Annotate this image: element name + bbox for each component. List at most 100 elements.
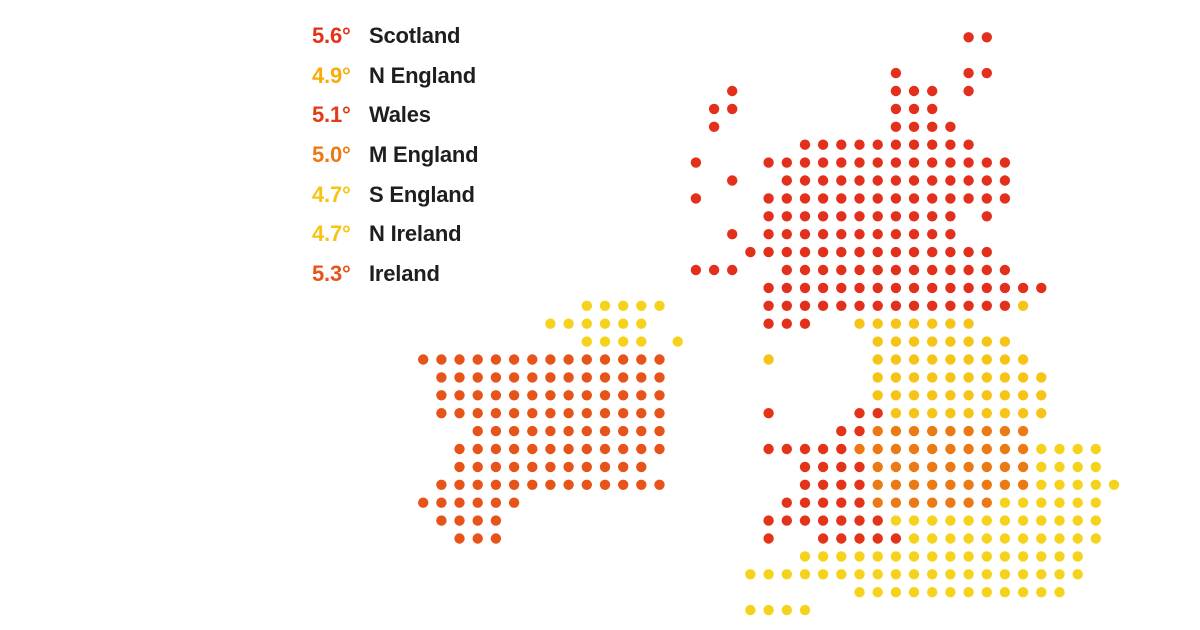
- map-dot: [890, 479, 902, 490]
- map-dot: [599, 300, 611, 311]
- map-dot: [817, 157, 829, 168]
- map-dot: [981, 587, 992, 598]
- map-dot: [908, 103, 920, 115]
- map-dot: [508, 408, 520, 419]
- map-dot: [945, 390, 956, 401]
- map-dot: [799, 282, 811, 294]
- legend-item-scotland: 5.6° Scotland: [312, 16, 478, 56]
- legend-item-n-ireland: 4.7° N Ireland: [312, 214, 478, 254]
- map-dot: [945, 551, 956, 562]
- map-dot: [599, 354, 611, 365]
- map-dot: [1017, 587, 1029, 598]
- map-dot: [908, 551, 920, 562]
- map-dot: [963, 551, 974, 562]
- map-dot: [927, 318, 938, 329]
- map-dot: [999, 336, 1011, 347]
- map-dot: [981, 211, 992, 222]
- legend-value: 4.7°: [312, 181, 351, 207]
- map-dot: [799, 569, 811, 580]
- map-dot: [708, 121, 720, 132]
- map-dot: [927, 461, 938, 473]
- map-dot: [872, 246, 883, 258]
- map-dot: [1054, 551, 1065, 562]
- map-dot: [981, 354, 992, 365]
- map-dot: [854, 479, 865, 490]
- map-dot: [563, 443, 574, 455]
- map-dot: [981, 372, 992, 383]
- map-dot: [927, 372, 938, 383]
- map-dot: [981, 479, 992, 490]
- legend-region: N England: [369, 62, 476, 88]
- map-dot: [963, 264, 974, 276]
- map-dot: [527, 461, 538, 473]
- map-dot: [908, 282, 920, 294]
- map-dot: [999, 479, 1011, 490]
- map-dot: [618, 461, 629, 473]
- map-dot: [581, 461, 592, 473]
- map-dot: [999, 587, 1011, 598]
- map-dot: [508, 497, 520, 508]
- map-dot: [454, 390, 465, 401]
- map-dot: [945, 425, 956, 437]
- map-dot: [908, 121, 920, 132]
- map-dot: [999, 569, 1011, 580]
- map-dot: [836, 211, 847, 222]
- map-dot: [945, 497, 956, 508]
- map-dot: [908, 443, 920, 455]
- map-dot: [927, 246, 938, 258]
- map-dot: [999, 300, 1011, 311]
- map-dot: [927, 157, 938, 168]
- map-dot: [763, 211, 774, 222]
- map-dot: [963, 515, 974, 526]
- map-dot: [1108, 479, 1120, 490]
- map-dot: [908, 85, 920, 97]
- map-dot: [1017, 300, 1029, 311]
- map-dot: [599, 461, 611, 473]
- map-dot: [581, 479, 592, 490]
- map-dot: [799, 604, 811, 616]
- map-dot: [799, 229, 811, 240]
- map-dot: [781, 443, 792, 455]
- map-dot: [945, 479, 956, 490]
- map-dot: [999, 157, 1011, 168]
- legend-region: N Ireland: [369, 221, 462, 247]
- map-dot: [981, 246, 992, 258]
- map-dot: [817, 443, 829, 455]
- map-dot: [872, 461, 883, 473]
- map-dot: [945, 157, 956, 168]
- map-dot: [1072, 443, 1083, 455]
- map-dot: [908, 139, 920, 150]
- map-dot: [945, 569, 956, 580]
- map-dot: [890, 85, 902, 97]
- map-dot: [817, 551, 829, 562]
- map-dot: [727, 103, 738, 115]
- map-dot: [999, 533, 1011, 544]
- map-dot: [817, 211, 829, 222]
- map-dot: [799, 193, 811, 204]
- map-dot: [981, 300, 992, 311]
- map-dot: [945, 211, 956, 222]
- map-dot: [890, 551, 902, 562]
- map-dot: [890, 515, 902, 526]
- map-dot: [890, 139, 902, 150]
- map-dot: [927, 264, 938, 276]
- map-dot: [418, 497, 429, 508]
- map-dot: [963, 336, 974, 347]
- map-dot: [781, 318, 792, 329]
- map-dot: [854, 229, 865, 240]
- map-dot: [854, 175, 865, 186]
- map-dot: [1017, 408, 1029, 419]
- map-dot: [927, 103, 938, 115]
- map-dot: [890, 497, 902, 508]
- map-dot: [981, 497, 992, 508]
- map-dot: [890, 193, 902, 204]
- map-dot: [1072, 515, 1083, 526]
- map-dot: [1017, 515, 1029, 526]
- map-dot: [1090, 515, 1102, 526]
- map-dot: [872, 425, 883, 437]
- map-dot: [908, 569, 920, 580]
- map-dot: [963, 67, 974, 79]
- map-dot: [1036, 515, 1047, 526]
- map-dot: [1017, 479, 1029, 490]
- map-dot: [563, 425, 574, 437]
